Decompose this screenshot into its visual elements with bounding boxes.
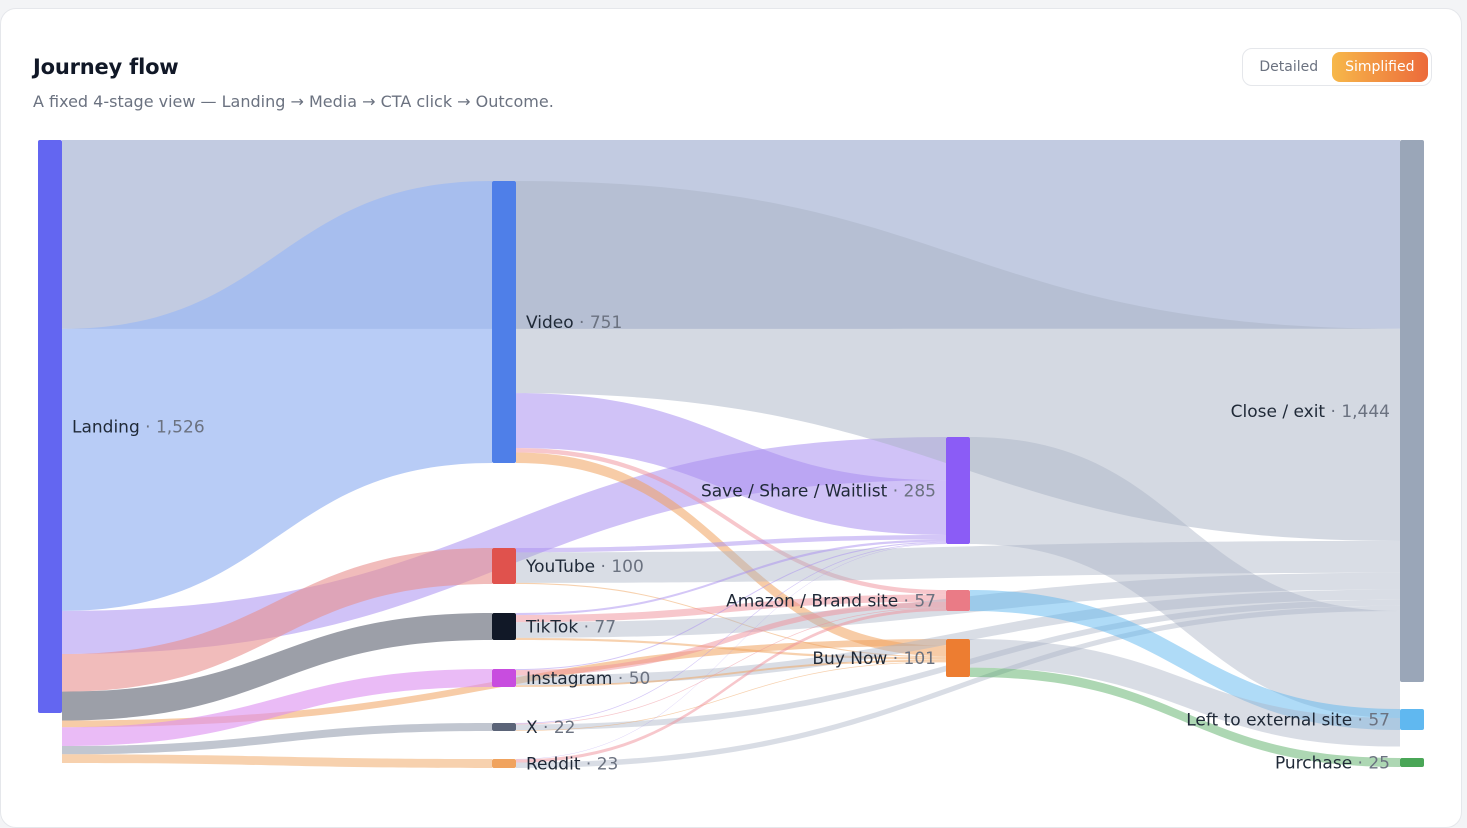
node-name-close: Close / exit (1231, 402, 1326, 422)
detailed-toggle-button[interactable]: Detailed (1259, 59, 1319, 75)
link-video-to-buynow[interactable] (516, 452, 946, 657)
card-subtitle: A fixed 4-stage view — Landing → Media →… (33, 92, 554, 111)
link-landing-to-x[interactable] (62, 723, 492, 755)
link-buynow-to-close[interactable] (970, 639, 1400, 747)
node-label-tiktok: TikTok · 77 (525, 618, 616, 638)
node-value-amazon: · 57 (898, 592, 936, 612)
node-label-external: Left to external site · 57 (1186, 711, 1390, 731)
node-reddit[interactable] (492, 759, 516, 768)
card-title: Journey flow (33, 55, 179, 79)
node-label-buynow: Buy Now · 101 (812, 649, 936, 669)
link-instagram-to-save[interactable] (516, 541, 946, 671)
node-name-reddit: Reddit (526, 755, 581, 775)
link-tiktok-to-save[interactable] (516, 539, 946, 616)
node-value-buynow: · 101 (887, 649, 936, 669)
node-value-close: · 1,444 (1325, 402, 1390, 422)
node-name-video: Video (526, 313, 574, 333)
node-video[interactable] (492, 181, 516, 463)
node-youtube[interactable] (492, 548, 516, 584)
link-landing-to-reddit[interactable] (62, 754, 492, 768)
node-value-external: · 57 (1352, 711, 1390, 731)
node-name-tiktok: TikTok (525, 618, 578, 638)
node-purchase[interactable] (1400, 758, 1424, 767)
link-youtube-to-close[interactable] (516, 540, 1400, 583)
node-label-save: Save / Share / Waitlist · 285 (701, 482, 936, 502)
node-name-youtube: YouTube (525, 557, 595, 577)
node-buynow[interactable] (946, 639, 970, 677)
node-label-instagram: Instagram · 50 (526, 669, 650, 689)
node-value-youtube: · 100 (595, 557, 644, 577)
node-value-purchase: · 25 (1352, 754, 1390, 774)
node-save[interactable] (946, 437, 970, 544)
node-name-save: Save / Share / Waitlist (701, 482, 888, 502)
node-label-video: Video · 751 (526, 313, 622, 333)
link-x-to-save[interactable] (516, 542, 946, 724)
node-label-x: X · 22 (526, 718, 576, 738)
node-name-amazon: Amazon / Brand site (726, 592, 898, 612)
link-reddit-to-close[interactable] (516, 605, 1400, 768)
node-name-purchase: Purchase (1275, 754, 1352, 774)
node-name-landing: Landing (72, 418, 140, 438)
link-landing-to-video[interactable] (62, 181, 492, 611)
link-tiktok-to-buynow[interactable] (516, 637, 946, 660)
node-value-tiktok: · 77 (578, 618, 616, 638)
node-value-save: · 285 (887, 482, 936, 502)
link-save-to-close[interactable] (970, 437, 1400, 719)
link-youtube-to-buynow[interactable] (516, 582, 946, 658)
node-instagram[interactable] (492, 669, 516, 687)
node-label-close: Close / exit · 1,444 (1231, 402, 1390, 422)
link-reddit-to-save[interactable] (516, 543, 946, 760)
link-amazon-to-external[interactable] (970, 590, 1400, 730)
node-name-external: Left to external site (1186, 711, 1352, 731)
link-video-to-amazon[interactable] (516, 447, 946, 595)
node-external[interactable] (1400, 709, 1424, 730)
link-x-to-amazon[interactable] (516, 607, 946, 725)
link-instagram-to-buynow[interactable] (516, 659, 946, 687)
link-x-to-buynow[interactable] (516, 661, 946, 731)
link-landing-to-youtube[interactable] (62, 548, 492, 692)
link-reddit-to-amazon[interactable] (516, 608, 946, 763)
node-name-buynow: Buy Now (812, 649, 887, 669)
link-landing-to-instagram[interactable] (62, 669, 492, 747)
node-value-landing: · 1,526 (140, 418, 205, 438)
link-instagram-to-amazon[interactable] (516, 601, 946, 676)
node-value-x: · 22 (538, 718, 576, 738)
link-video-to-close[interactable] (516, 181, 1400, 541)
node-value-instagram: · 50 (613, 669, 651, 689)
node-name-x: X (526, 718, 538, 738)
node-landing[interactable] (38, 140, 62, 713)
node-label-landing: Landing · 1,526 (72, 418, 205, 438)
node-label-purchase: Purchase · 25 (1275, 754, 1390, 774)
node-label-amazon: Amazon / Brand site · 57 (726, 592, 936, 612)
sankey-nodes (38, 140, 1424, 768)
node-close[interactable] (1400, 140, 1424, 682)
sankey-labels: Landing · 1,526 Video · 751 YouTube · 100 T… (72, 313, 1390, 775)
node-x[interactable] (492, 723, 516, 731)
view-toggle: Detailed Simplified (1242, 48, 1432, 86)
sankey-links (62, 140, 1400, 768)
node-tiktok[interactable] (492, 613, 516, 640)
link-buynow-to-purchase[interactable] (970, 667, 1400, 767)
node-amazon[interactable] (946, 590, 970, 611)
node-label-reddit: Reddit · 23 (526, 755, 618, 775)
link-tiktok-to-amazon[interactable] (516, 594, 946, 623)
link-landing-to-tiktok[interactable] (62, 613, 492, 721)
node-label-youtube: YouTube · 100 (525, 557, 644, 577)
node-name-instagram: Instagram (526, 669, 613, 689)
link-video-to-save[interactable] (516, 393, 946, 535)
node-value-video: · 751 (574, 313, 623, 333)
link-youtube-to-save[interactable] (516, 534, 946, 553)
simplified-toggle-button[interactable]: Simplified (1331, 52, 1428, 82)
link-instagram-to-close[interactable] (516, 589, 1400, 686)
node-value-reddit: · 23 (580, 755, 618, 775)
